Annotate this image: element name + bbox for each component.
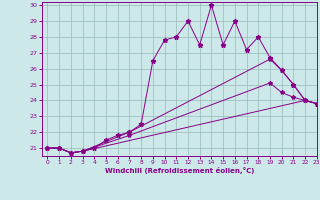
X-axis label: Windchill (Refroidissement éolien,°C): Windchill (Refroidissement éolien,°C) <box>105 167 254 174</box>
